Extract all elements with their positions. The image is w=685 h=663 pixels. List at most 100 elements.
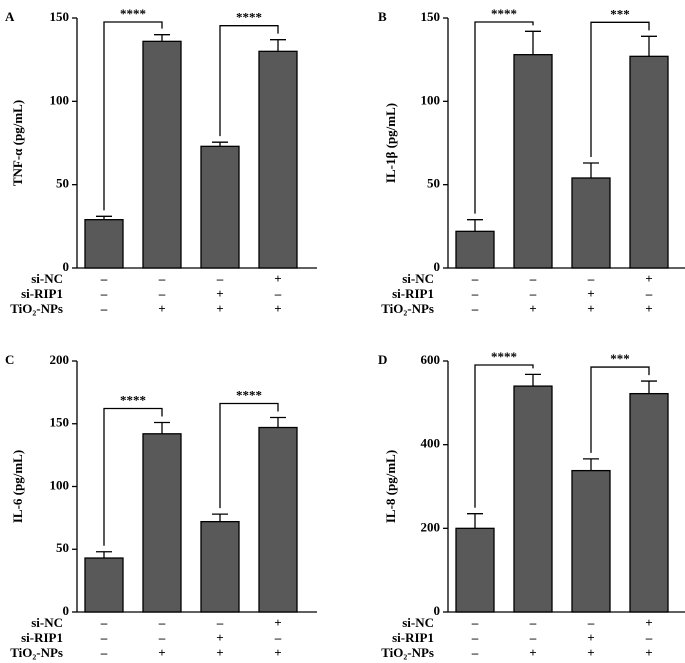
y-tick-label: 600 (421, 352, 441, 367)
condition-mark: – (471, 615, 479, 630)
panel-label: A (5, 9, 15, 24)
condition-mark: – (100, 301, 108, 316)
condition-mark: + (645, 615, 652, 630)
condition-mark: + (645, 645, 652, 660)
y-axis-label: IL-6 (pg/mL) (10, 450, 25, 523)
bar (142, 40, 182, 269)
error-bar (212, 513, 228, 522)
condition-mark: – (274, 286, 282, 301)
condition-mark: – (216, 271, 224, 286)
significance-label: *** (610, 6, 630, 21)
condition-mark: – (158, 630, 166, 645)
bar (258, 50, 298, 269)
significance-bracket (103, 407, 163, 546)
condition-mark: + (529, 645, 536, 660)
condition-mark: + (216, 645, 223, 660)
condition-mark: + (274, 271, 281, 286)
panel-label: D (378, 352, 387, 367)
y-tick-label: 100 (50, 477, 70, 492)
condition-label: si-RIP1 (21, 630, 63, 645)
bar (200, 145, 240, 269)
error-bar (154, 421, 170, 434)
y-axis-label: IL-8 (pg/mL) (383, 450, 398, 523)
significance-bracket (474, 21, 534, 214)
y-tick-label: 50 (427, 176, 440, 191)
y-tick-label: 150 (50, 9, 70, 24)
condition-mark: + (216, 286, 223, 301)
significance-label: **** (120, 392, 146, 407)
condition-mark: + (529, 301, 536, 316)
condition-mark: – (100, 271, 108, 286)
y-tick-label: 0 (434, 603, 441, 618)
condition-label: si-NC (402, 615, 434, 630)
bar (513, 54, 553, 269)
y-tick-label: 200 (421, 519, 441, 534)
condition-mark: – (529, 615, 537, 630)
significance-label: **** (236, 10, 262, 25)
condition-label: TiO₂-NPs (381, 301, 434, 316)
condition-mark: – (529, 271, 537, 286)
significance-label: **** (491, 6, 517, 21)
error-bar (641, 35, 657, 57)
condition-label: TiO₂-NPs (10, 645, 63, 660)
y-tick-label: 100 (50, 92, 70, 107)
condition-mark: – (471, 271, 479, 286)
condition-mark: – (274, 630, 282, 645)
error-bar (583, 458, 599, 471)
error-bar (154, 34, 170, 42)
condition-mark: – (216, 615, 224, 630)
y-tick-label: 100 (421, 92, 441, 107)
bar (84, 557, 124, 613)
condition-mark: + (158, 301, 165, 316)
bar (455, 230, 495, 269)
error-bar (96, 215, 112, 220)
bar (258, 426, 298, 613)
condition-mark: – (100, 615, 108, 630)
condition-mark: – (529, 630, 537, 645)
y-axis-label: IL-1β (pg/mL) (383, 103, 398, 183)
significance-bracket (103, 21, 163, 211)
significance-bracket (590, 366, 650, 453)
y-axis-label: TNF-α (pg/mL) (10, 100, 25, 186)
condition-mark: – (158, 271, 166, 286)
condition-mark: + (587, 301, 594, 316)
condition-mark: – (158, 286, 166, 301)
y-tick-label: 400 (421, 436, 441, 451)
condition-mark: – (471, 630, 479, 645)
error-bar (525, 30, 541, 55)
bar (455, 527, 495, 613)
y-tick-label: 0 (63, 259, 70, 274)
bar (571, 177, 611, 269)
condition-mark: + (587, 630, 594, 645)
condition-mark: – (471, 286, 479, 301)
bar (629, 392, 669, 613)
condition-label: si-RIP1 (392, 286, 434, 301)
bar (513, 385, 553, 613)
significance-bracket (219, 402, 279, 509)
condition-mark: – (645, 286, 653, 301)
y-tick-label: 0 (63, 603, 70, 618)
y-tick-label: 50 (56, 176, 69, 191)
error-bar (641, 380, 657, 394)
condition-mark: + (587, 645, 594, 660)
condition-label: si-NC (402, 271, 434, 286)
significance-bracket (219, 25, 279, 137)
error-bar (467, 219, 483, 232)
condition-mark: – (471, 645, 479, 660)
condition-mark: + (645, 271, 652, 286)
condition-mark: + (216, 630, 223, 645)
error-bar (270, 39, 286, 52)
error-bar (583, 162, 599, 178)
condition-label: si-RIP1 (21, 286, 63, 301)
condition-mark: – (471, 301, 479, 316)
condition-label: si-NC (31, 615, 63, 630)
condition-label: si-NC (31, 271, 63, 286)
y-tick-label: 200 (50, 352, 70, 367)
condition-mark: – (158, 615, 166, 630)
error-bar (467, 513, 483, 529)
bar (84, 219, 124, 269)
condition-mark: + (158, 645, 165, 660)
condition-mark: + (274, 615, 281, 630)
condition-mark: – (587, 271, 595, 286)
